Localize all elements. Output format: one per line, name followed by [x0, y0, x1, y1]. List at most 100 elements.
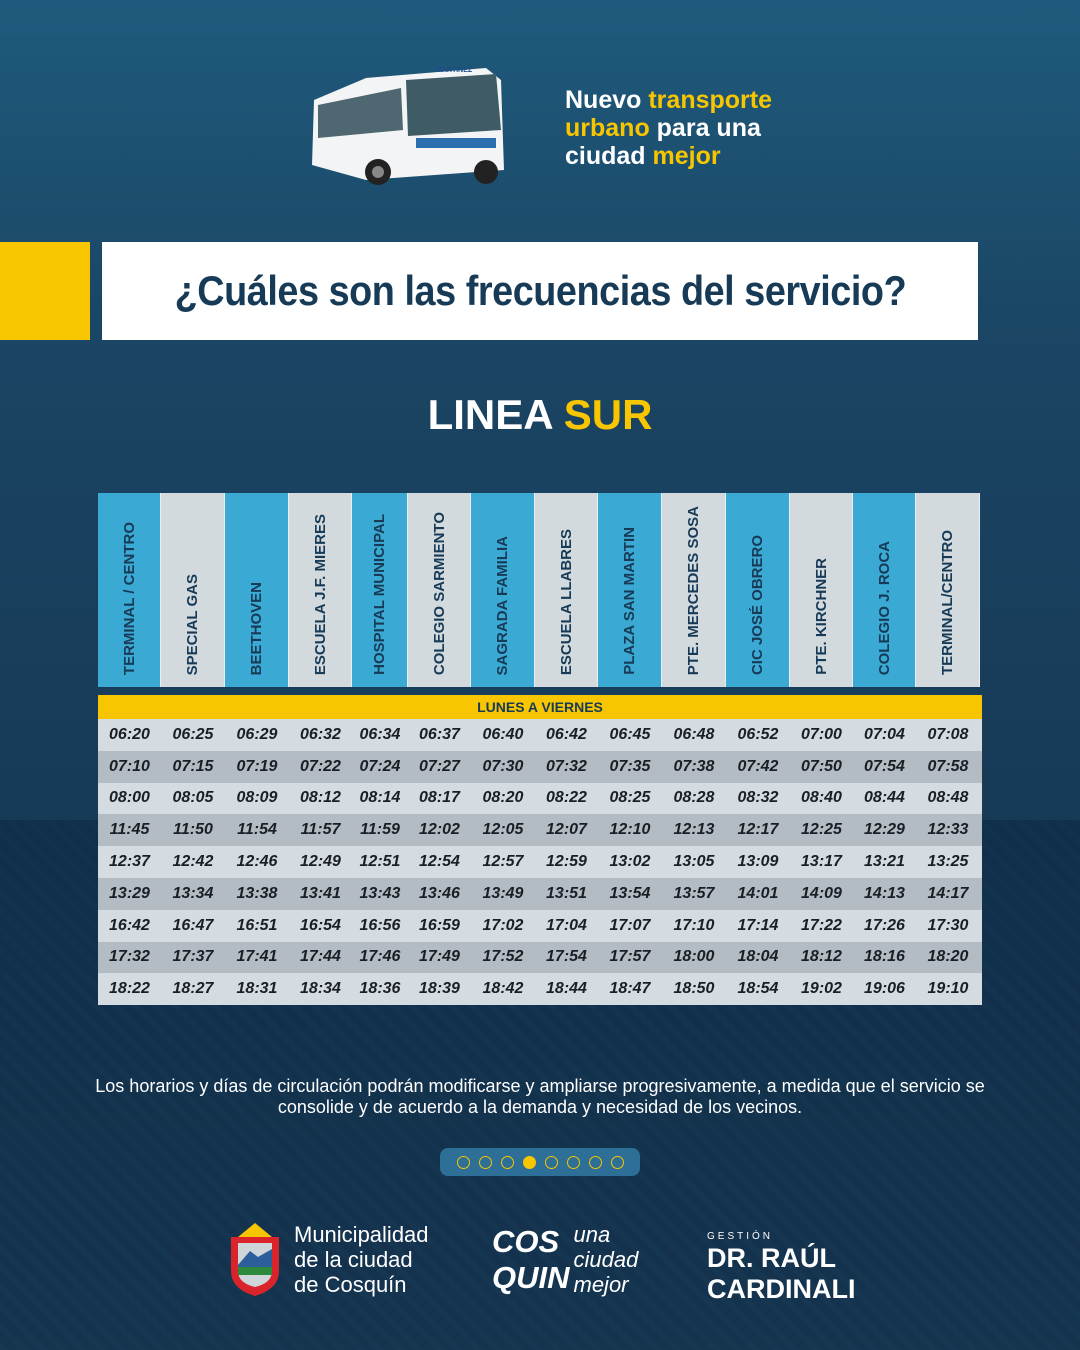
stop-name: SAGRADA FAMILIA	[494, 535, 511, 675]
time-cell: 12:59	[546, 853, 587, 871]
stop-name: BEETHOVEN	[248, 581, 265, 675]
name-line: CARDINALI	[707, 1274, 856, 1304]
time-cell: 12:57	[482, 853, 524, 871]
tag-line: una	[573, 1222, 611, 1247]
stops-header: TERMINAL / CENTRO SPECIAL GAS BEETHOVEN ESC…	[98, 493, 982, 687]
time-cell: 12:17	[737, 821, 779, 839]
time-cell: 19:10	[927, 980, 969, 998]
time-cell: 07:24	[359, 757, 401, 775]
time-cell: 06:32	[300, 725, 341, 743]
time-cell: 13:25	[927, 853, 969, 871]
time-cell: 07:22	[300, 757, 341, 775]
time-cell: 14:13	[864, 884, 905, 902]
time-cell: 11:45	[109, 821, 150, 839]
page-dot[interactable]	[522, 1155, 536, 1169]
stop-name: TERMINAL/CENTRO	[939, 530, 956, 675]
tagline-word: ciudad	[565, 142, 653, 170]
disclaimer-note: Los horarios y días de circulación podrá…	[95, 1076, 985, 1117]
time-cell: 07:00	[801, 725, 842, 743]
time-cell: 14:01	[737, 884, 779, 902]
page-dot[interactable]	[500, 1155, 514, 1169]
yellow-accent	[0, 242, 90, 340]
tag-line: ciudad	[573, 1247, 639, 1272]
stop-header: PLAZA SAN MARTIN	[598, 493, 662, 687]
tagline: Nuevo transporte urbano para una ciudad me…	[565, 86, 772, 170]
time-cell: 07:35	[609, 757, 651, 775]
cos-text: COS	[492, 1223, 560, 1259]
tagline-highlight: urbano	[565, 114, 650, 142]
stop-name: CIC JOSÉ OBRERO	[749, 534, 766, 675]
time-cell: 17:22	[801, 916, 842, 934]
time-cell: 13:38	[236, 884, 278, 902]
time-cell: 06:40	[482, 725, 524, 743]
stop-header: COLEGIO J. ROCA	[853, 493, 916, 687]
page-title: ¿Cuáles son las frecuencias del servicio…	[102, 242, 978, 340]
page-dot[interactable]	[566, 1155, 580, 1169]
stop-name: PTE. MERCEDES SOSA	[685, 505, 702, 675]
time-cell: 08:12	[300, 789, 341, 807]
name-line: DR. RAÚL	[707, 1243, 836, 1273]
time-cell: 08:28	[673, 789, 715, 807]
page-dot[interactable]	[588, 1155, 602, 1169]
tagline-line: ciudad mejor	[565, 142, 772, 170]
time-cell: 16:56	[359, 916, 401, 934]
time-cell: 13:02	[609, 853, 651, 871]
tagline-word: para una	[649, 114, 761, 142]
time-cell: 13:05	[673, 853, 715, 871]
stop-header: TERMINAL / CENTRO	[98, 493, 161, 687]
tagline-line: urbano para una	[565, 114, 772, 142]
time-cell: 12:33	[927, 821, 969, 839]
time-cell: 18:12	[801, 948, 842, 966]
time-cell: 14:17	[927, 884, 969, 902]
time-cell: 16:51	[236, 916, 278, 934]
stop-name: PLAZA SAN MARTIN	[621, 527, 638, 675]
page-dot[interactable]	[610, 1155, 624, 1169]
time-cell: 12:46	[236, 853, 278, 871]
time-cell: 19:02	[801, 980, 842, 998]
time-cell: 18:39	[419, 980, 460, 998]
time-cell: 16:42	[109, 916, 150, 934]
table-row: 17:32 17:37 17:41 17:44 17:46 17:49 17:52 17:54…	[98, 941, 982, 974]
time-cell: 12:25	[801, 821, 842, 839]
time-cell: 17:57	[609, 948, 651, 966]
page-dot[interactable]	[544, 1155, 558, 1169]
time-cell: 07:42	[737, 757, 779, 775]
time-cell: 12:37	[109, 853, 150, 871]
time-cell: 19:06	[864, 980, 905, 998]
days-bar: LUNES A VIERNES	[98, 695, 982, 719]
line-title: LINEA SUR	[0, 390, 1080, 440]
time-cell: 07:30	[482, 757, 524, 775]
time-cell: 11:57	[300, 821, 341, 839]
time-cell: 07:15	[172, 757, 214, 775]
time-cell: 13:43	[359, 884, 401, 902]
stop-header: ESCUELA LLABRES	[535, 493, 598, 687]
time-cell: 07:08	[927, 725, 969, 743]
cosquin-brand-logo: COS QUIN una ciudad mejor	[492, 1222, 638, 1297]
table-row: 07:10 07:15 07:19 07:22 07:24 07:27 07:30 07:32…	[98, 750, 982, 783]
time-cell: 08:22	[546, 789, 587, 807]
muni-line: de la ciudad	[294, 1247, 413, 1272]
tagline-highlight: transporte	[648, 86, 772, 114]
time-cell: 08:32	[737, 789, 779, 807]
stop-header: SPECIAL GAS	[161, 493, 225, 687]
tag-line: mejor	[573, 1272, 629, 1297]
time-cell: 08:44	[864, 789, 905, 807]
time-cell: 11:50	[173, 821, 213, 839]
time-cell: 13:21	[864, 853, 905, 871]
time-cell: 08:14	[359, 789, 401, 807]
time-cell: 17:07	[609, 916, 651, 934]
stop-name: HOSPITAL MUNICIPAL	[371, 514, 388, 675]
time-cell: 13:34	[172, 884, 214, 902]
page-dot[interactable]	[478, 1155, 492, 1169]
time-cell: 13:54	[609, 884, 651, 902]
time-cell: 17:04	[546, 916, 587, 934]
page-dot[interactable]	[456, 1155, 470, 1169]
stop-header: BEETHOVEN	[225, 493, 289, 687]
time-cell: 07:27	[419, 757, 460, 775]
time-cell: 18:54	[737, 980, 779, 998]
time-cell: 07:38	[673, 757, 715, 775]
stop-header: SAGRADA FAMILIA	[471, 493, 535, 687]
time-cell: 13:41	[300, 884, 341, 902]
time-cell: 06:34	[359, 725, 401, 743]
time-cell: 12:13	[673, 821, 715, 839]
